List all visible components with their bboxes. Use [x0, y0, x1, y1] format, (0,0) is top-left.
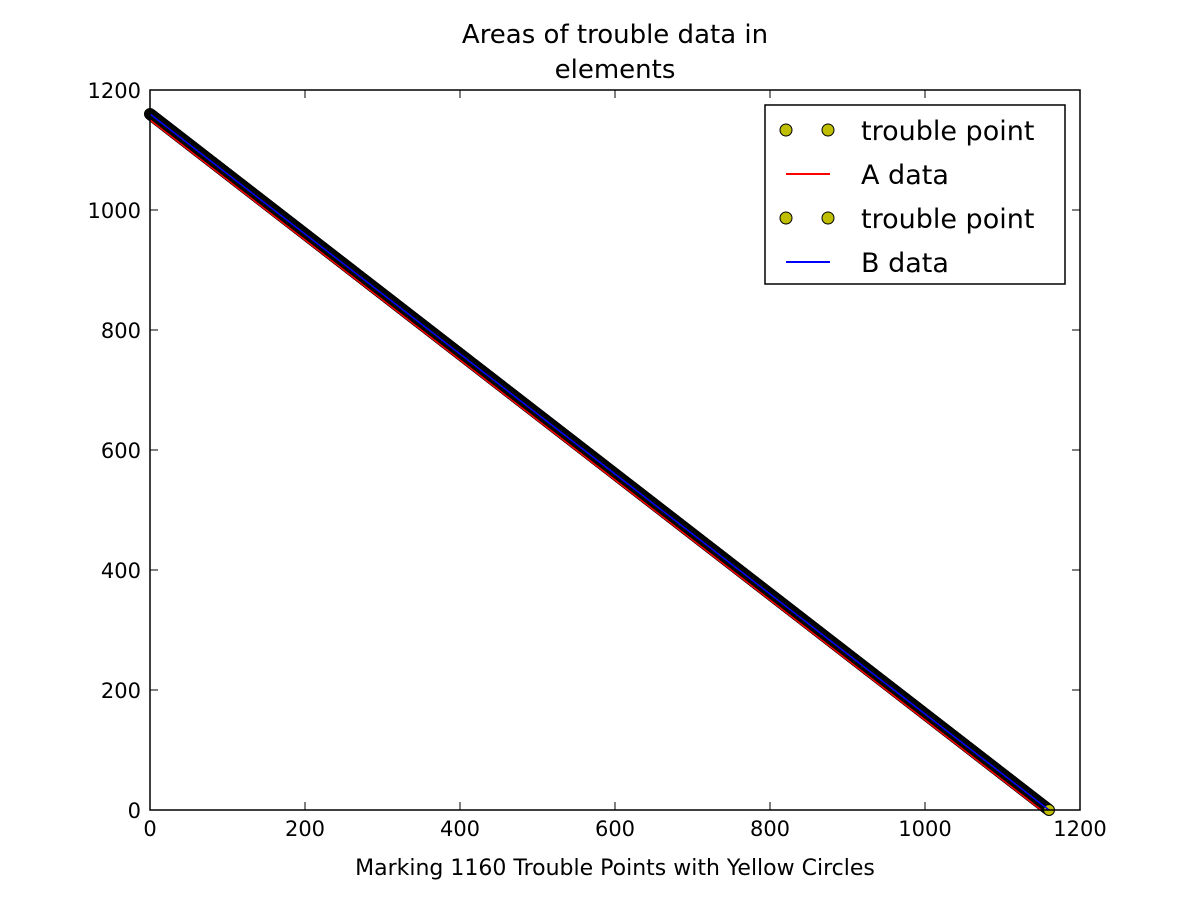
legend-label-trouble-point-2: trouble point	[861, 204, 1034, 235]
y-tick-label-600: 600	[101, 439, 141, 463]
legend-label-b-data: B data	[861, 248, 949, 279]
legend-label-trouble-point-1: trouble point	[861, 116, 1034, 147]
x-tick-label-400: 400	[440, 817, 480, 841]
legend-marker-trouble-point-1b	[821, 123, 835, 137]
series-layer	[144, 108, 1055, 816]
y-tick-label-800: 800	[101, 319, 141, 343]
y-tick-label-200: 200	[101, 679, 141, 703]
y-tick-label-400: 400	[101, 559, 141, 583]
ticks-layer	[149, 89, 1081, 811]
y-tick-label-1000: 1000	[88, 199, 141, 223]
x-tick-label-200: 200	[285, 817, 325, 841]
x-tick-label-600: 600	[595, 817, 635, 841]
x-tick-label-1200: 1200	[1053, 817, 1106, 841]
series-line-a-data	[149, 119, 1042, 811]
legend-marker-trouble-point-2a	[779, 211, 793, 225]
y-tick-label-0: 0	[128, 799, 141, 823]
x-tick-label-800: 800	[750, 817, 790, 841]
legend-label-a-data: A data	[861, 160, 949, 191]
x-tick-label-1000: 1000	[898, 817, 951, 841]
legend-frame	[764, 104, 1066, 285]
chart-title-line-2: elements	[555, 55, 676, 85]
chart-title-line-1: Areas of trouble data in	[462, 20, 768, 50]
x-tick-labels: 0 200 400 600 800 1000 1200	[143, 817, 1106, 841]
series-line-b-data	[149, 113, 1050, 811]
legend-marker-trouble-point-1a	[779, 123, 793, 137]
x-axis-label: Marking 1160 Trouble Points with Yellow …	[355, 856, 875, 881]
y-tick-labels: 0 200 400 600 800 1000 1200	[88, 79, 141, 823]
x-tick-label-0: 0	[143, 817, 156, 841]
legend: trouble point A data trouble point B dat…	[764, 104, 1066, 285]
y-tick-label-1200: 1200	[88, 79, 141, 103]
legend-marker-trouble-point-2b	[821, 211, 835, 225]
